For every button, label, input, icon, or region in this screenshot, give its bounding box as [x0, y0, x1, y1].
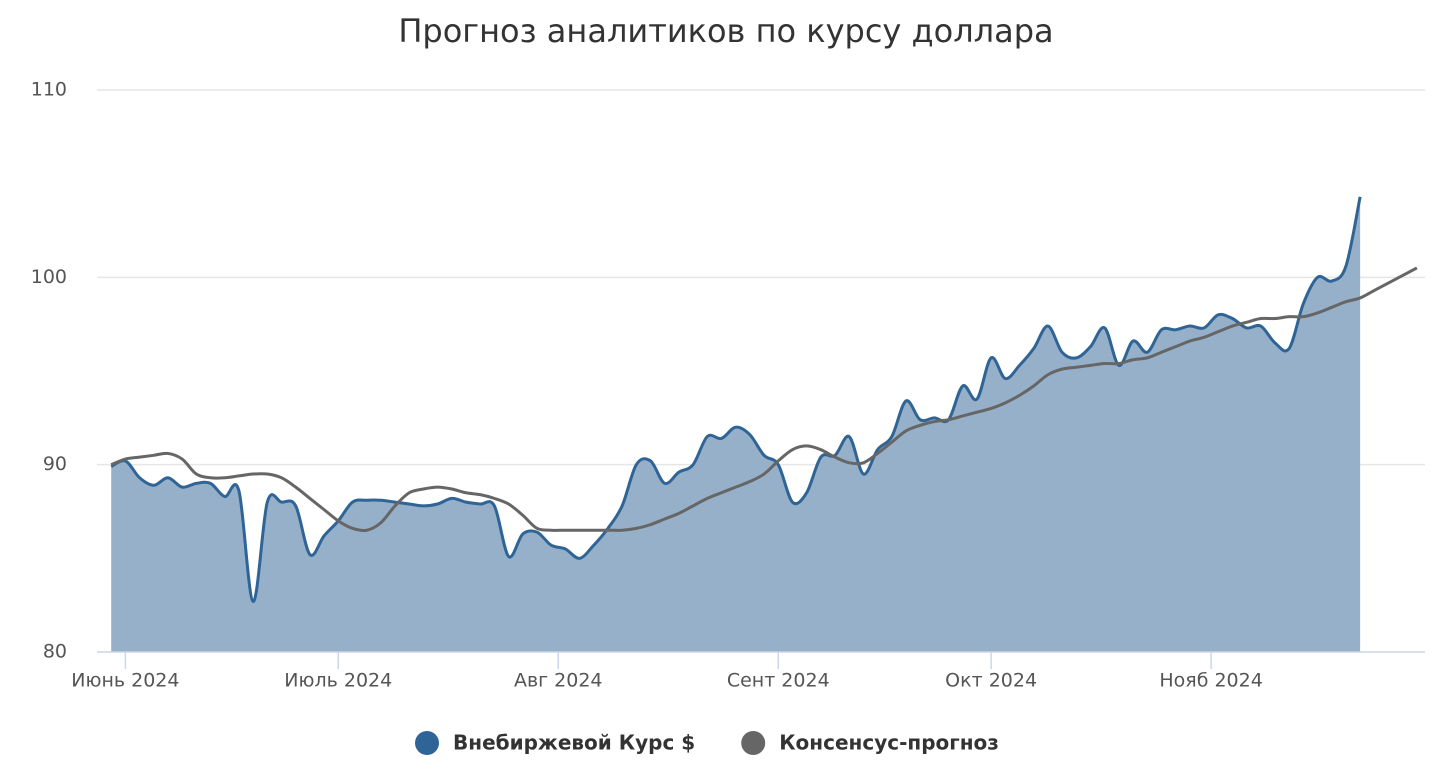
legend-label: Консенсус-прогноз — [779, 731, 999, 755]
line — [110, 196, 1362, 603]
y-tick-label: 100 — [31, 266, 67, 288]
line — [110, 266, 1418, 533]
x-tick-label: Нояб 2024 — [1159, 670, 1262, 692]
x-tick-label: Окт 2024 — [945, 670, 1037, 692]
legend-label: Внебиржевой Курс $ — [453, 731, 695, 755]
y-tick-label: 110 — [31, 79, 67, 101]
area — [111, 196, 1361, 652]
x-tick-label: Сент 2024 — [727, 670, 830, 692]
y-tick-label: 80 — [43, 641, 67, 663]
legend-marker — [415, 731, 439, 755]
x-tick-label: Июль 2024 — [284, 670, 392, 692]
x-tick-label: Июнь 2024 — [71, 670, 179, 692]
x-tick-label: Авг 2024 — [514, 670, 603, 692]
legend-marker — [741, 731, 766, 755]
y-tick-label: 90 — [43, 453, 67, 475]
chart-title: Прогноз аналитиков по курсу доллара — [398, 12, 1053, 50]
